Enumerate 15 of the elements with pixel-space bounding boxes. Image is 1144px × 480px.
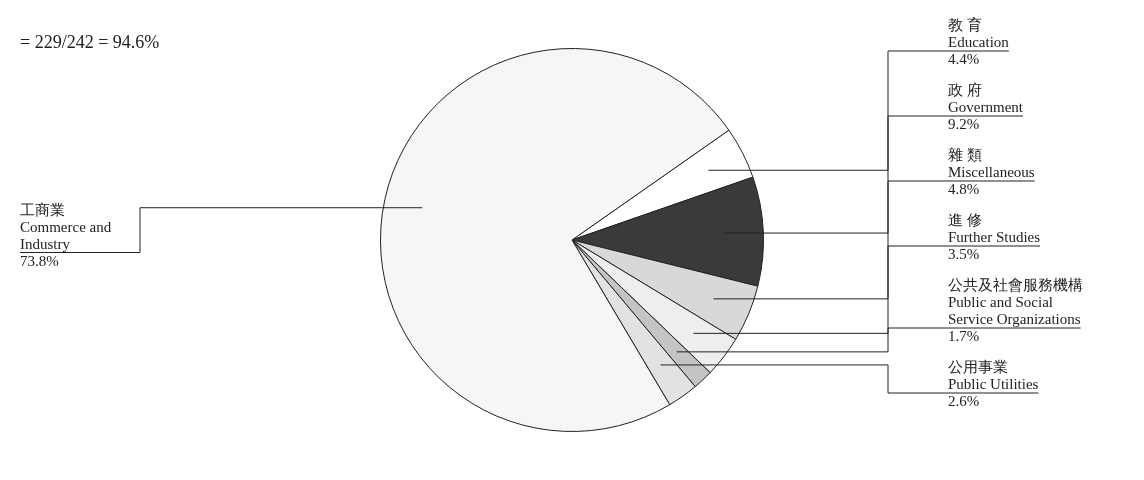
text: = 229/242 = 94.6% [20,32,160,52]
slice-label: 政 府 Government [948,82,1024,115]
data-label: 73.8% [20,252,59,269]
data-label: 1.7% [948,328,980,344]
slice-label: 進 修 Further Studies [948,212,1041,245]
data-label: 4.4% [948,51,980,67]
data-label: 9.2% [948,116,980,132]
slice-label: 教 育 Education [948,17,1010,50]
data-label: 3.5% [948,246,980,262]
data-label: 4.8% [948,181,980,197]
slice-label: 公共及社會服務機構 Public and Social Service Organizations [948,277,1083,327]
slice-label: 公用事業 Public Utilities [948,359,1039,392]
slice-label: 工商業 Commerce and Industry [20,201,112,252]
slice-label: 雜 類 Miscellaneous [948,147,1035,180]
data-label: 2.6% [948,393,980,409]
